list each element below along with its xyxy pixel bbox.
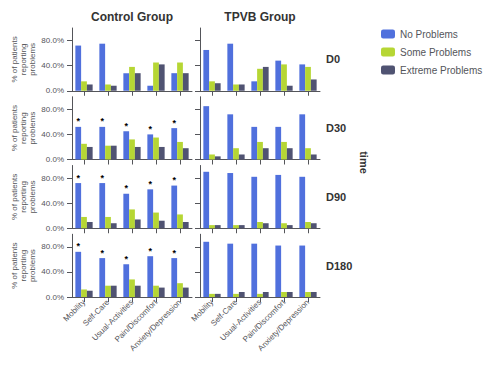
svg-text:*: * (172, 118, 176, 128)
svg-text:problems: problems (28, 249, 37, 282)
svg-text:Usual-Activities: Usual-Activities (90, 298, 135, 343)
svg-text:D0: D0 (326, 53, 340, 65)
svg-text:Mobility: Mobility (189, 297, 216, 324)
svg-text:*: * (172, 248, 176, 258)
svg-text:0.0%: 0.0% (46, 293, 64, 302)
svg-text:*: * (148, 124, 152, 134)
svg-text:Usual-Activities: Usual-Activities (218, 298, 263, 343)
svg-text:reporting: reporting (19, 181, 28, 213)
svg-text:80.0%: 80.0% (41, 36, 64, 45)
svg-text:80.0%: 80.0% (41, 242, 64, 251)
svg-text:reporting: reporting (19, 44, 28, 76)
svg-text:reporting: reporting (19, 112, 28, 144)
svg-text:problems: problems (28, 112, 37, 145)
svg-text:80.0%: 80.0% (41, 174, 64, 183)
svg-text:Pain/Discomfort: Pain/Discomfort (113, 297, 160, 344)
svg-text:TPVB Group: TPVB Group (224, 10, 295, 24)
svg-text:D180: D180 (326, 260, 352, 272)
svg-text:0.0%: 0.0% (46, 86, 64, 95)
svg-text:Mobility: Mobility (61, 297, 88, 324)
svg-text:*: * (124, 183, 128, 193)
svg-text:*: * (100, 173, 104, 183)
svg-text:D30: D30 (326, 122, 346, 134)
svg-text:40.0%: 40.0% (41, 61, 64, 70)
svg-text:Control Group: Control Group (91, 10, 173, 24)
svg-text:*: * (172, 175, 176, 185)
svg-text:*: * (148, 179, 152, 189)
svg-text:80.0%: 80.0% (41, 105, 64, 114)
svg-text:*: * (76, 241, 80, 251)
svg-text:0.0%: 0.0% (46, 224, 64, 233)
svg-text:Extreme Problems: Extreme Problems (400, 65, 482, 76)
svg-text:D90: D90 (326, 191, 346, 203)
svg-text:% of patients: % of patients (10, 174, 19, 220)
svg-text:Anxiety/Depression: Anxiety/Depression (256, 298, 311, 353)
svg-text:*: * (76, 116, 80, 126)
svg-text:*: * (148, 246, 152, 256)
svg-text:40.0%: 40.0% (41, 267, 64, 276)
svg-text:Self-Care: Self-Care (209, 297, 240, 328)
svg-text:*: * (100, 116, 104, 126)
svg-text:0.0%: 0.0% (46, 155, 64, 164)
svg-text:% of patients: % of patients (10, 36, 19, 82)
svg-text:% of patients: % of patients (10, 243, 19, 289)
svg-text:problems: problems (28, 43, 37, 76)
svg-text:Pain/Discomfort: Pain/Discomfort (241, 297, 288, 344)
svg-text:Some Problems: Some Problems (400, 47, 471, 58)
svg-text:*: * (124, 121, 128, 131)
svg-text:No Problems: No Problems (400, 29, 458, 40)
svg-text:reporting: reporting (19, 250, 28, 282)
svg-text:% of patients: % of patients (10, 105, 19, 151)
svg-text:*: * (124, 254, 128, 264)
svg-text:problems: problems (28, 180, 37, 213)
svg-text:40.0%: 40.0% (41, 199, 64, 208)
svg-text:*: * (76, 173, 80, 183)
svg-text:Anxiety/Depression: Anxiety/Depression (128, 298, 183, 353)
svg-text:Self-Care: Self-Care (81, 297, 112, 328)
svg-text:40.0%: 40.0% (41, 130, 64, 139)
svg-text:*: * (100, 248, 104, 258)
svg-text:time: time (358, 151, 370, 174)
